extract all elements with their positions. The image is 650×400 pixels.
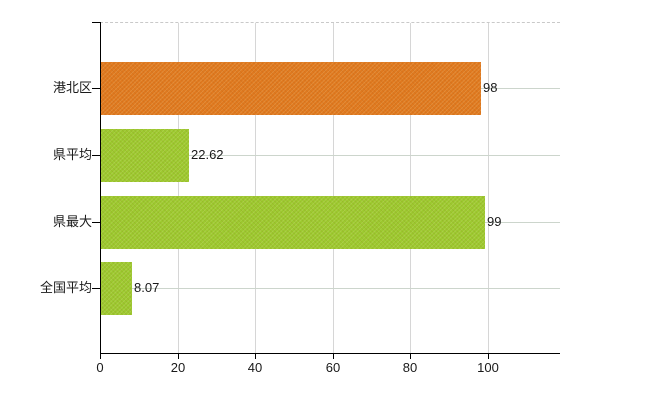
- vertical-gridline: [255, 23, 256, 353]
- category-label: 港北区: [52, 80, 92, 95]
- x-axis-tick-label: 20: [170, 360, 186, 375]
- x-axis-tick-label: 60: [325, 360, 341, 375]
- x-axis-tick-label: 100: [477, 360, 499, 375]
- category-label: 全国平均: [39, 280, 92, 295]
- x-axis-tick: [488, 354, 489, 359]
- bar-県平均: [101, 129, 189, 182]
- category-tick: [92, 222, 100, 223]
- bar-県最大: [101, 196, 485, 249]
- x-axis-line: [100, 353, 560, 354]
- category-tick: [92, 155, 100, 156]
- bar-港北区: [101, 62, 481, 115]
- category-label: 県平均: [52, 147, 92, 162]
- category-label: 県最大: [52, 214, 92, 229]
- plot-top-dashed-border: [100, 22, 560, 23]
- x-axis-tick: [410, 354, 411, 359]
- horizontal-gridline: [101, 155, 560, 156]
- horizontal-gridline: [101, 288, 560, 289]
- vertical-gridline: [488, 23, 489, 353]
- y-axis-line: [100, 22, 101, 359]
- category-tick: [92, 288, 100, 289]
- x-axis-tick: [255, 354, 256, 359]
- vertical-gridline: [410, 23, 411, 353]
- x-axis-tick-label: 40: [247, 360, 263, 375]
- value-label: 8.07: [134, 280, 160, 295]
- y-axis-top-cap-tick: [92, 22, 100, 23]
- vertical-gridline: [333, 23, 334, 353]
- x-axis-tick-label: 0: [96, 360, 104, 375]
- vertical-gridline: [178, 23, 179, 353]
- x-axis-tick: [333, 354, 334, 359]
- category-tick: [92, 88, 100, 89]
- x-axis-tick-label: 80: [402, 360, 418, 375]
- value-label: 22.62: [191, 147, 224, 162]
- bar-全国平均: [101, 262, 132, 315]
- value-label: 99: [487, 214, 502, 229]
- value-label: 98: [483, 80, 498, 95]
- x-axis-tick: [178, 354, 179, 359]
